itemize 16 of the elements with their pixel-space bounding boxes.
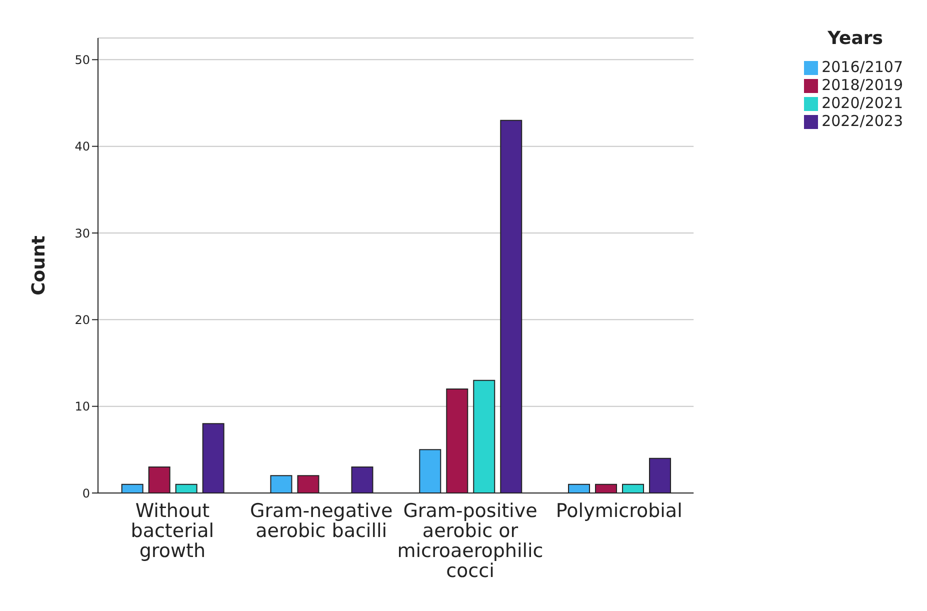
x-tick-label: Gram-negative aerobic bacilli: [250, 500, 393, 542]
legend-label: 2016/2107: [822, 58, 903, 76]
y-tick-label: 0: [82, 486, 90, 500]
x-tick-label: Polymicrobial: [556, 500, 682, 522]
legend-label: 2018/2019: [822, 76, 903, 94]
x-tick-label: Without bacterial growth: [130, 500, 214, 562]
x-tick-label: Gram-positive aerobic or microaerophilic cocci: [397, 500, 544, 582]
y-tick-label: 40: [74, 140, 90, 154]
y-tick-label: 20: [74, 312, 90, 327]
y-tick-label: 30: [74, 226, 90, 240]
y-axis-title: Count: [28, 235, 50, 296]
legend-label: 2022/2023: [822, 112, 903, 130]
legend-heading: Years: [828, 28, 883, 49]
y-tick-label: 10: [74, 400, 90, 414]
legend-label: 2020/2021: [822, 94, 903, 112]
y-tick-label: 50: [74, 52, 90, 67]
